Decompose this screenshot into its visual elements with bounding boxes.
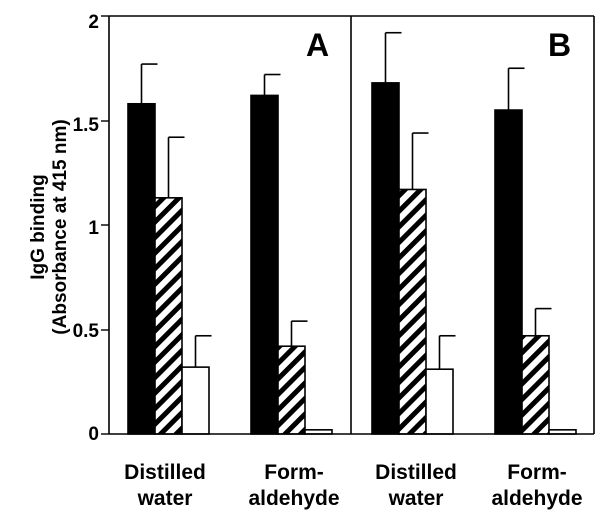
y-tick-label: 0 [88, 424, 99, 445]
category-label-b-formaldehyde-line-1: Form- [507, 461, 567, 484]
category-label-a-formaldehyde-line-2: aldehyde [248, 487, 339, 510]
y-tick-label: 2 [88, 12, 99, 33]
bar-panel-b-cat2-solid [494, 109, 523, 435]
category-label-a-distilled-line-1: Distilled [124, 461, 206, 484]
bar-panel-a-cat2-hatched [277, 345, 306, 435]
y-tick-label: 1 [88, 218, 99, 239]
bar-panel-b-cat1-open [425, 368, 454, 435]
bar-panel-b-cat1-hatched [398, 188, 427, 435]
bar-panel-a-cat1-hatched [154, 197, 183, 435]
panel-label-a: A [306, 27, 329, 63]
y-axis-label-line-1: IgG binding [28, 174, 49, 280]
category-label-a-distilled-line-2: water [137, 487, 193, 510]
chart-marks [127, 31, 577, 435]
category-label-b-formaldehyde-line-2: aldehyde [491, 487, 582, 510]
bar-panel-a-cat1-solid [127, 102, 156, 435]
bar-panel-a-cat1-open [181, 366, 210, 435]
y-axis-label-line-2: (Absorbance at 415 nm) [50, 119, 71, 334]
bar-panel-b-cat2-hatched [521, 334, 550, 435]
axes-frame [108, 15, 595, 435]
panel-label-b: B [548, 27, 571, 63]
bar-panel-a-cat2-solid [250, 94, 279, 435]
category-label-a-formaldehyde-line-1: Form- [264, 461, 324, 484]
y-tick-label: 1.5 [73, 115, 100, 136]
y-tick-marks [101, 15, 109, 435]
category-label-b-distilled-line-1: Distilled [375, 461, 457, 484]
category-label-b-distilled-line-2: water [388, 487, 444, 510]
y-tick-labels: 0 0.5 1 1.5 2 [73, 12, 100, 445]
bar-panel-b-cat1-solid [371, 82, 400, 435]
y-tick-label: 0.5 [73, 321, 100, 342]
